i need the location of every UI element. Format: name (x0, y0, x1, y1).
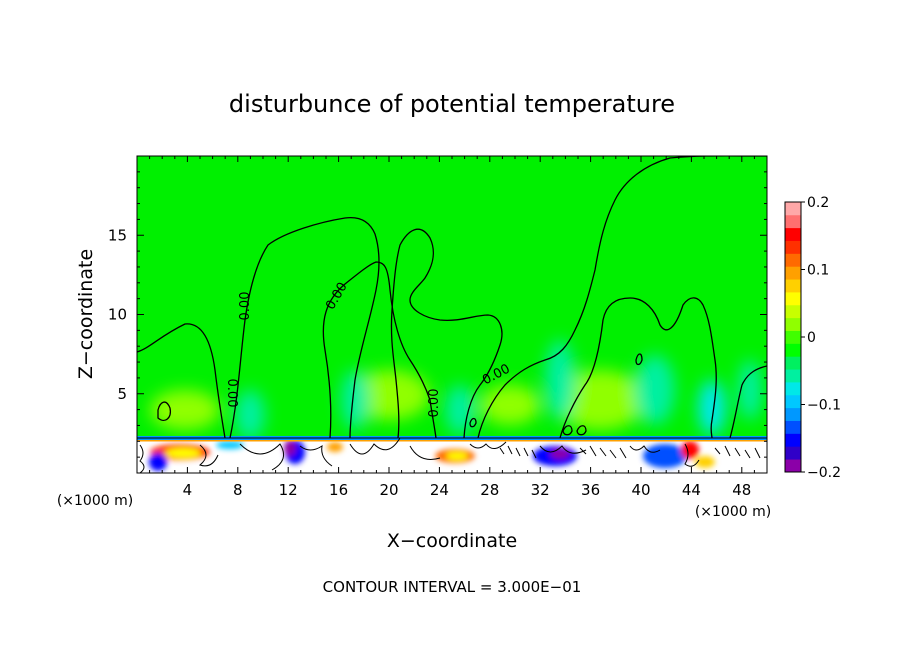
colorbar-swatch (785, 292, 801, 306)
colorbar-swatch (785, 382, 801, 396)
contour-label: 0.00 (427, 389, 442, 418)
x-tick-label: 24 (430, 481, 449, 499)
colorbar-swatch (785, 202, 801, 216)
x-unit-left: (×1000 m) (57, 493, 133, 509)
colorbar-swatch (785, 317, 801, 331)
colorbar-swatch (785, 253, 801, 267)
colorbar-swatch (785, 330, 801, 344)
colorbar-swatch (785, 459, 801, 473)
colorbar-swatch (785, 266, 801, 280)
field-shading (150, 340, 762, 440)
contour-interval-note: CONTOUR INTERVAL = 3.000E−01 (323, 578, 582, 596)
colorbar-swatch (785, 356, 801, 370)
colorbar-label: 0.2 (807, 195, 829, 211)
contour-lines (137, 156, 767, 439)
plot-area: 0.00 0.00 0.00 0.00 0.00 (137, 156, 767, 473)
boundary-layer (137, 436, 767, 473)
y-tick-label: 15 (108, 226, 127, 244)
x-tick-label: 32 (531, 481, 550, 499)
x-axis-label: X−coordinate (387, 530, 517, 552)
colorbar-swatch (785, 279, 801, 293)
colorbar-swatch (785, 214, 801, 229)
x-tick-label: 16 (329, 481, 348, 499)
colorbar-swatch (785, 446, 801, 460)
x-tick-label: 44 (682, 481, 701, 499)
colorbar-label: 0 (807, 330, 816, 346)
colorbar-label: −0.2 (807, 465, 841, 481)
colorbar-label: 0.1 (807, 263, 829, 279)
y-tick-label: 10 (108, 306, 127, 324)
colorbar-swatch (785, 369, 801, 383)
x-tick-label: 20 (379, 481, 398, 499)
colorbar-swatch (785, 227, 801, 241)
colorbar-swatch (785, 407, 801, 421)
x-tick-label: 36 (581, 481, 600, 499)
colorbar-swatch (785, 240, 801, 254)
x-tick-label: 12 (279, 481, 298, 499)
colorbar-swatch (785, 420, 801, 434)
colorbar: 0.2 0.1 0 −0.1 −0.2 (784, 195, 841, 481)
colorbar-swatch (785, 343, 801, 357)
x-unit-right: (×1000 m) (695, 504, 771, 520)
y-tick-label: 5 (117, 385, 127, 403)
x-tick-label: 40 (631, 481, 650, 499)
contour-label: 0.00 (224, 379, 239, 408)
y-axis: 5 10 15 (108, 171, 767, 458)
chart-title: disturbunce of potential temperature (229, 90, 675, 118)
y-axis-label: Z−coordinate (75, 249, 97, 379)
colorbar-swatch (785, 394, 801, 409)
contour-label: 0.00 (238, 292, 253, 321)
colorbar-label: −0.1 (807, 398, 841, 414)
x-axis: 4 8 12 16 20 24 28 32 36 40 44 48 (149, 156, 755, 499)
x-tick-label: 48 (732, 481, 751, 499)
x-tick-label: 28 (480, 481, 499, 499)
colorbar-swatch (785, 304, 801, 319)
colorbar-swatch (785, 433, 801, 447)
x-tick-label: 8 (233, 481, 243, 499)
x-tick-label: 4 (183, 481, 193, 499)
